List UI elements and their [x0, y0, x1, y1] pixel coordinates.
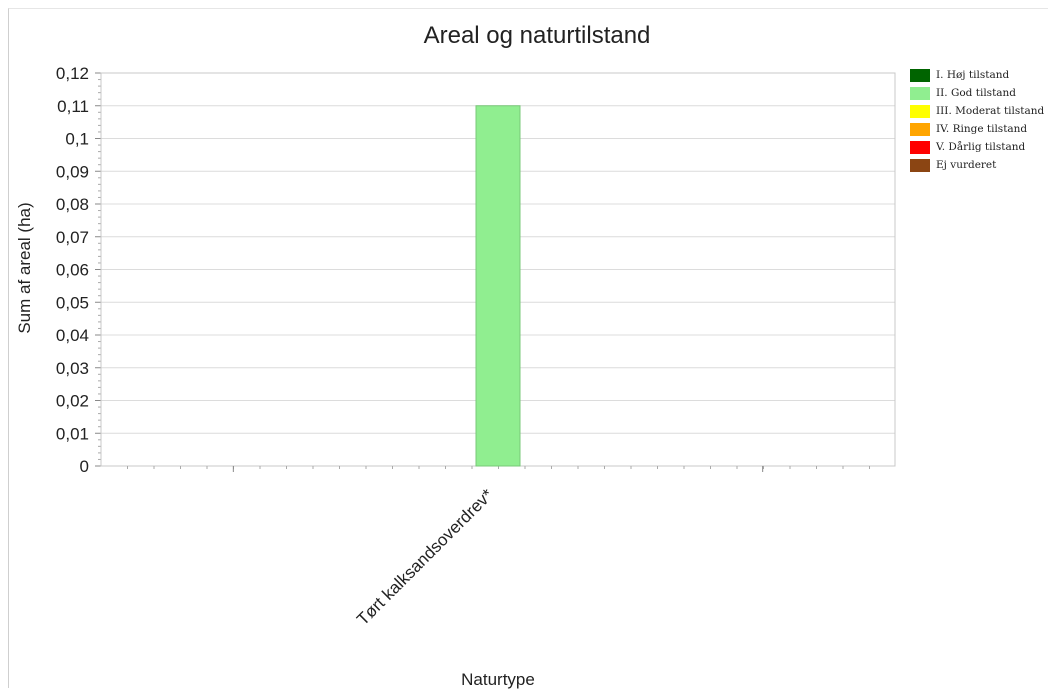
legend-swatch — [910, 140, 930, 154]
legend-item: II. God tilstand — [910, 84, 1044, 102]
legend-label: Ej vurderet — [936, 159, 997, 171]
y-tick-label: 0,12 — [56, 64, 89, 83]
legend-label: III. Moderat tilstand — [936, 105, 1045, 117]
legend-item: I. Høj tilstand — [910, 66, 1044, 84]
legend-item: V. Dårlig tilstand — [910, 138, 1044, 156]
legend-swatch — [910, 158, 930, 172]
y-tick-label: 0,1 — [65, 130, 89, 149]
y-tick-label: 0,03 — [56, 359, 89, 378]
y-tick-label: 0,01 — [56, 424, 89, 443]
y-tick-label: 0 — [80, 457, 89, 476]
x-tick-label: Tørt kalksandsoverdrev* — [353, 485, 497, 629]
x-axis-label: Naturtype — [461, 670, 535, 689]
y-axis-label: Sum af areal (ha) — [15, 202, 34, 333]
legend-swatch — [910, 122, 930, 136]
chart-frame — [8, 8, 1048, 688]
legend-label: IV. Ringe tilstand — [936, 123, 1028, 135]
y-tick-label: 0,07 — [56, 228, 89, 247]
legend-swatch — [910, 86, 930, 100]
y-tick-label: 0,02 — [56, 392, 89, 411]
legend-item: IV. Ringe tilstand — [910, 120, 1044, 138]
y-tick-label: 0,11 — [57, 97, 89, 116]
legend-swatch — [910, 104, 930, 118]
bar — [475, 105, 521, 467]
legend-label: II. God tilstand — [936, 87, 1017, 99]
y-tick-label: 0,04 — [56, 326, 89, 345]
legend-item: Ej vurderet — [910, 156, 1044, 174]
legend-label: I. Høj tilstand — [936, 69, 1010, 81]
legend-item: III. Moderat tilstand — [910, 102, 1044, 120]
legend-label: V. Dårlig tilstand — [936, 141, 1026, 153]
y-tick-label: 0,06 — [56, 261, 89, 280]
y-tick-label: 0,05 — [56, 293, 89, 312]
y-tick-label: 0,09 — [56, 162, 89, 181]
chart-title: Areal og naturtilstand — [424, 22, 651, 49]
y-tick-label: 0,08 — [56, 195, 89, 214]
legend: I. Høj tilstand II. God tilstand III. Mo… — [910, 66, 1044, 174]
legend-swatch — [910, 68, 930, 82]
